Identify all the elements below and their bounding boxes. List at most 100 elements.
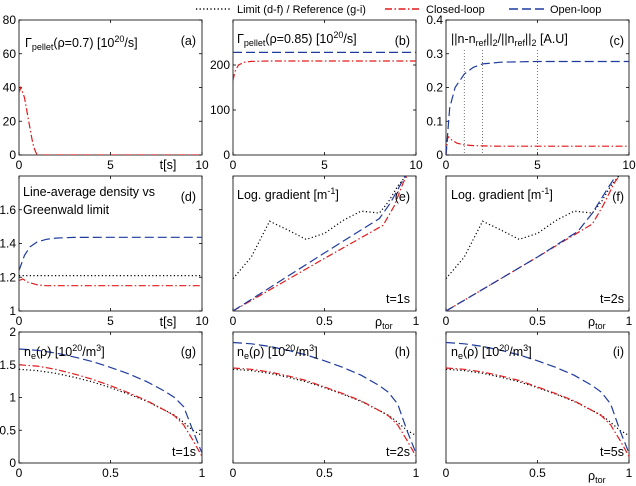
series-limit [446,176,620,279]
panel-e: 0 0.5 1 Log. gradient [m-1] (e) t=1s ρtor [230,175,420,331]
series-closed-loop [233,367,416,457]
x-tick-label: 10 [409,158,423,172]
y-tick-label: 0 [9,148,16,162]
panel-d-ticks: 0 5 10 1 1.2 1.4 1.6 [0,176,209,328]
panel-i-label: (i) [613,345,624,359]
y-tick-label: 0 [436,148,443,162]
x-tick-label: 0.5 [102,466,119,480]
panel-d-xlabel: t[s] [160,315,177,329]
y-tick-label: 0.3 [426,47,443,61]
x-tick-label: 5 [321,158,328,172]
x-tick-label: 0 [443,466,450,480]
panel-e-label: (e) [395,190,410,204]
x-tick-label: 1 [413,314,420,328]
panel-e-xlabel: ρtor [375,315,393,331]
panel-a-label: (a) [181,34,196,48]
panel-f: 0 0.5 1 Log. gradient [m-1] (f) t=2s ρtor [443,175,633,331]
panel-c-ticks: 0 5 10 0 0.1 0.2 0.3 0.4 [426,13,636,172]
panel-a: 0 5 10 0 20 40 60 80 Γpellet(ρ=0.7) [1020/s] (a… [3,13,209,172]
panel-h: 0 0.5 1 ne(ρ) [1020/m3] (h) t=2s [230,331,420,480]
panel-e-title: Log. gradient [m-1] [237,186,339,202]
panel-i-xlabel: ρtor [588,469,606,485]
panel-e-annotation: t=1s [386,292,410,306]
series-open-loop [233,341,416,454]
y-tick-label: 0.4 [426,13,443,27]
series-closed-loop [233,176,408,311]
panel-d: 0 5 10 1 1.2 1.4 1.6 Line-average density vs G… [0,175,209,329]
y-tick-label: 1.6 [0,203,16,217]
panel-h-annotation: t=2s [386,445,410,459]
panel-c-series [446,60,629,155]
panel-a-ticks: 0 5 10 0 20 40 60 80 [3,13,209,172]
y-tick-label: 60 [3,47,17,61]
panel-c-markers [463,50,538,155]
y-tick-label: 40 [3,81,17,95]
panel-g-ticks: 0 0.5 1 0 0.5 1 1.5 2 [0,325,206,480]
x-tick-label: 0 [230,466,237,480]
x-tick-label: 0 [443,158,450,172]
panel-a-series [19,85,202,155]
panel-i: 0 0.5 1 ne(ρ) [1020/m3] (i) t=5s ρtor [443,331,633,485]
panel-e-ticks: 0 0.5 1 [230,176,420,328]
x-tick-label: 10 [195,314,209,328]
panel-h-label: (h) [395,345,410,359]
y-tick-label: 0.2 [426,81,443,95]
x-tick-label: 1 [626,466,633,480]
series-reference [446,368,629,437]
legend: Limit (d-f) / Reference (g-i) Closed-loo… [196,4,601,16]
series-open-loop [233,176,406,311]
x-tick-label: 1 [413,466,420,480]
panel-i-annotation: t=5s [600,445,624,459]
x-tick-label: 5 [534,158,541,172]
y-tick-label: 1.2 [0,270,16,284]
panel-f-label: (f) [612,190,624,204]
y-tick-label: 200 [210,58,230,72]
panel-b-title: Γpellet(ρ=0.85) [1020/s] [237,30,357,48]
x-tick-label: 0 [230,314,237,328]
x-tick-label: 0 [16,158,23,172]
y-tick-label: 1.4 [0,237,16,251]
panel-f-title: Log. gradient [m-1] [451,186,553,202]
legend-label-open-loop: Open-loop [550,4,601,16]
panel-g-title: ne(ρ) [1020/m3] [24,343,105,361]
panel-f-ticks: 0 0.5 1 [443,176,633,328]
x-tick-label: 5 [107,314,114,328]
y-tick-label: 0 [223,148,230,162]
series-closed-loop [446,135,629,155]
panel-i-title: ne(ρ) [1020/m3] [451,343,532,361]
series-open-loop [19,236,202,271]
panel-d-series [19,236,202,287]
panel-f-series [446,176,621,311]
y-tick-label: 0 [9,456,16,470]
x-tick-label: 0.5 [316,314,333,328]
panel-g-annotation: t=1s [172,445,196,459]
series-reference [233,368,416,437]
x-tick-label: 0 [230,158,237,172]
y-tick-label: 20 [3,114,17,128]
series-reference [19,368,202,437]
x-tick-label: 1 [626,314,633,328]
series-open-loop [446,176,617,311]
panel-h-ticks: 0 0.5 1 [230,332,420,480]
x-tick-label: 0 [16,314,23,328]
y-tick-label: 1 [9,391,16,405]
x-tick-label: 0 [443,314,450,328]
panel-d-title-line2: Greenwald limit [23,203,110,217]
panel-g: 0 0.5 1 0 0.5 1 1.5 2 ne(ρ) [1020/m3] (g) t=1s [0,325,206,480]
panel-a-title: Γpellet(ρ=0.7) [1020/s] [25,34,138,52]
series-closed-loop [19,278,202,287]
panel-c-title: ||n-nref||2/||nref||2 [A.U] [451,32,568,48]
series-closed-loop [19,364,202,457]
panel-g-series [19,348,202,457]
y-tick-label: 100 [210,103,230,117]
x-tick-label: 0.5 [529,314,546,328]
panel-f-annotation: t=2s [600,292,624,306]
panel-e-series [233,176,408,311]
panel-h-series [233,341,416,457]
x-tick-label: 0.5 [316,466,333,480]
panel-i-series [446,341,629,457]
y-tick-label: 0.5 [0,423,16,437]
series-open-loop [19,348,202,454]
